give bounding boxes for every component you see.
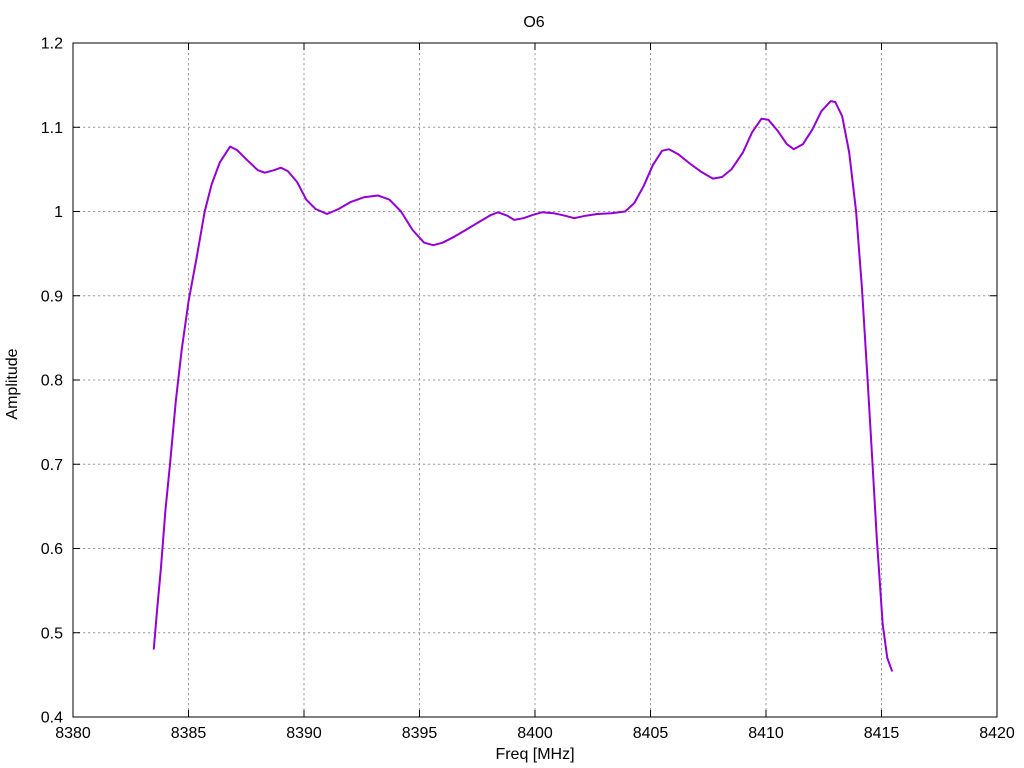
x-tick-label: 8390 — [286, 725, 322, 742]
chart-title: O6 — [523, 14, 544, 31]
y-axis-label: Amplitude — [4, 348, 21, 419]
x-tick-label: 8385 — [171, 725, 207, 742]
label-layer: O6 Freq [MHz] Amplitude — [4, 14, 575, 763]
y-tick-label: 0.9 — [41, 288, 63, 305]
y-tick-label: 0.8 — [41, 373, 63, 390]
curve-layer — [152, 100, 893, 672]
plot-border — [72, 42, 998, 718]
x-tick-label: 8410 — [748, 725, 784, 742]
y-tick-label: 1.1 — [41, 120, 63, 137]
x-axis-label: Freq [MHz] — [495, 746, 574, 763]
y-tick-label: 0.6 — [41, 541, 63, 558]
x-tick-label: 8395 — [402, 725, 438, 742]
y-tick-label: 1 — [54, 204, 63, 221]
grid-layer — [73, 43, 997, 717]
x-tick-label: 8380 — [55, 725, 91, 742]
series-curve — [152, 100, 893, 672]
x-tick-label: 8420 — [979, 725, 1015, 742]
y-tick-label: 1.2 — [41, 36, 63, 53]
y-tick-label: 0.7 — [41, 457, 63, 474]
tick-label-layer: 8380 8385 8390 8395 8400 8405 8410 8415 8420 0.4 0… — [41, 36, 1015, 743]
x-tick-label: 8405 — [633, 725, 669, 742]
y-tick-label: 0.4 — [41, 710, 63, 727]
x-tick-label: 8400 — [517, 725, 553, 742]
x-tick-label: 8415 — [864, 725, 900, 742]
y-tick-label: 0.5 — [41, 625, 63, 642]
